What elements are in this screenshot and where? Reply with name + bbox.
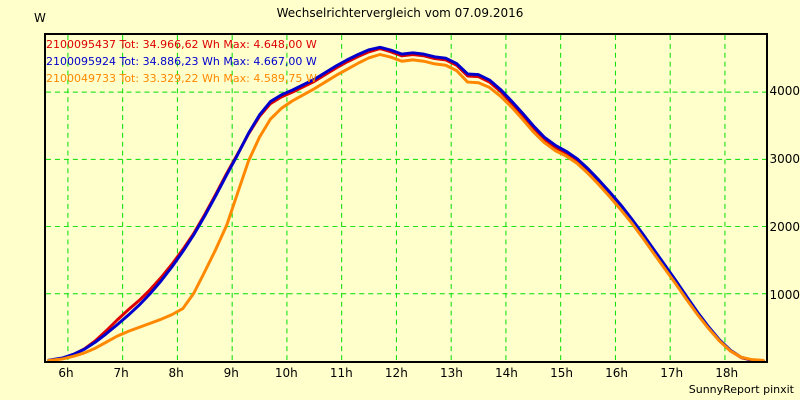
y-tick-label: 2000 bbox=[769, 219, 800, 234]
footer-credit: SunnyReport pinxit bbox=[688, 383, 794, 396]
y-tick-label: 3000 bbox=[769, 151, 800, 166]
y-tick-label: 4000 bbox=[769, 83, 800, 98]
x-tick-label: 11h bbox=[329, 366, 353, 380]
x-tick-label: 13h bbox=[439, 366, 463, 380]
x-tick-label: 10h bbox=[274, 366, 298, 380]
legend-entry: 2100095924 Tot: 34.886,23 Wh Max: 4.667,… bbox=[46, 55, 317, 68]
series-line bbox=[47, 53, 765, 361]
x-tick-label: 14h bbox=[495, 366, 518, 380]
x-tick-label: 9h bbox=[223, 366, 239, 380]
grid-lines bbox=[46, 35, 766, 361]
plot-area bbox=[44, 33, 768, 363]
x-tick-label: 16h bbox=[605, 366, 629, 380]
chart-legend: 2100095437 Tot: 34.966,62 Wh Max: 4.648,… bbox=[46, 36, 317, 87]
x-tick-label: 8h bbox=[168, 366, 184, 380]
x-tick-label: 7h bbox=[113, 366, 129, 380]
y-axis-unit-label: W bbox=[34, 11, 46, 25]
x-tick-label: 15h bbox=[550, 366, 573, 380]
x-tick-label: 6h bbox=[58, 366, 74, 380]
series-line bbox=[47, 47, 765, 361]
chart-title: Wechselrichtervergleich vom 07.09.2016 bbox=[276, 6, 524, 20]
legend-entry: 2100095437 Tot: 34.966,62 Wh Max: 4.648,… bbox=[46, 38, 317, 51]
y-tick-label: 1000 bbox=[769, 287, 800, 302]
x-tick-label: 12h bbox=[384, 366, 408, 380]
x-tick-label: 18h bbox=[715, 366, 739, 380]
series-lines bbox=[47, 45, 765, 361]
x-tick-label: 17h bbox=[660, 366, 684, 380]
series-line bbox=[47, 45, 765, 361]
legend-entry: 2100049733 Tot: 33.329,22 Wh Max: 4.589,… bbox=[46, 72, 317, 85]
